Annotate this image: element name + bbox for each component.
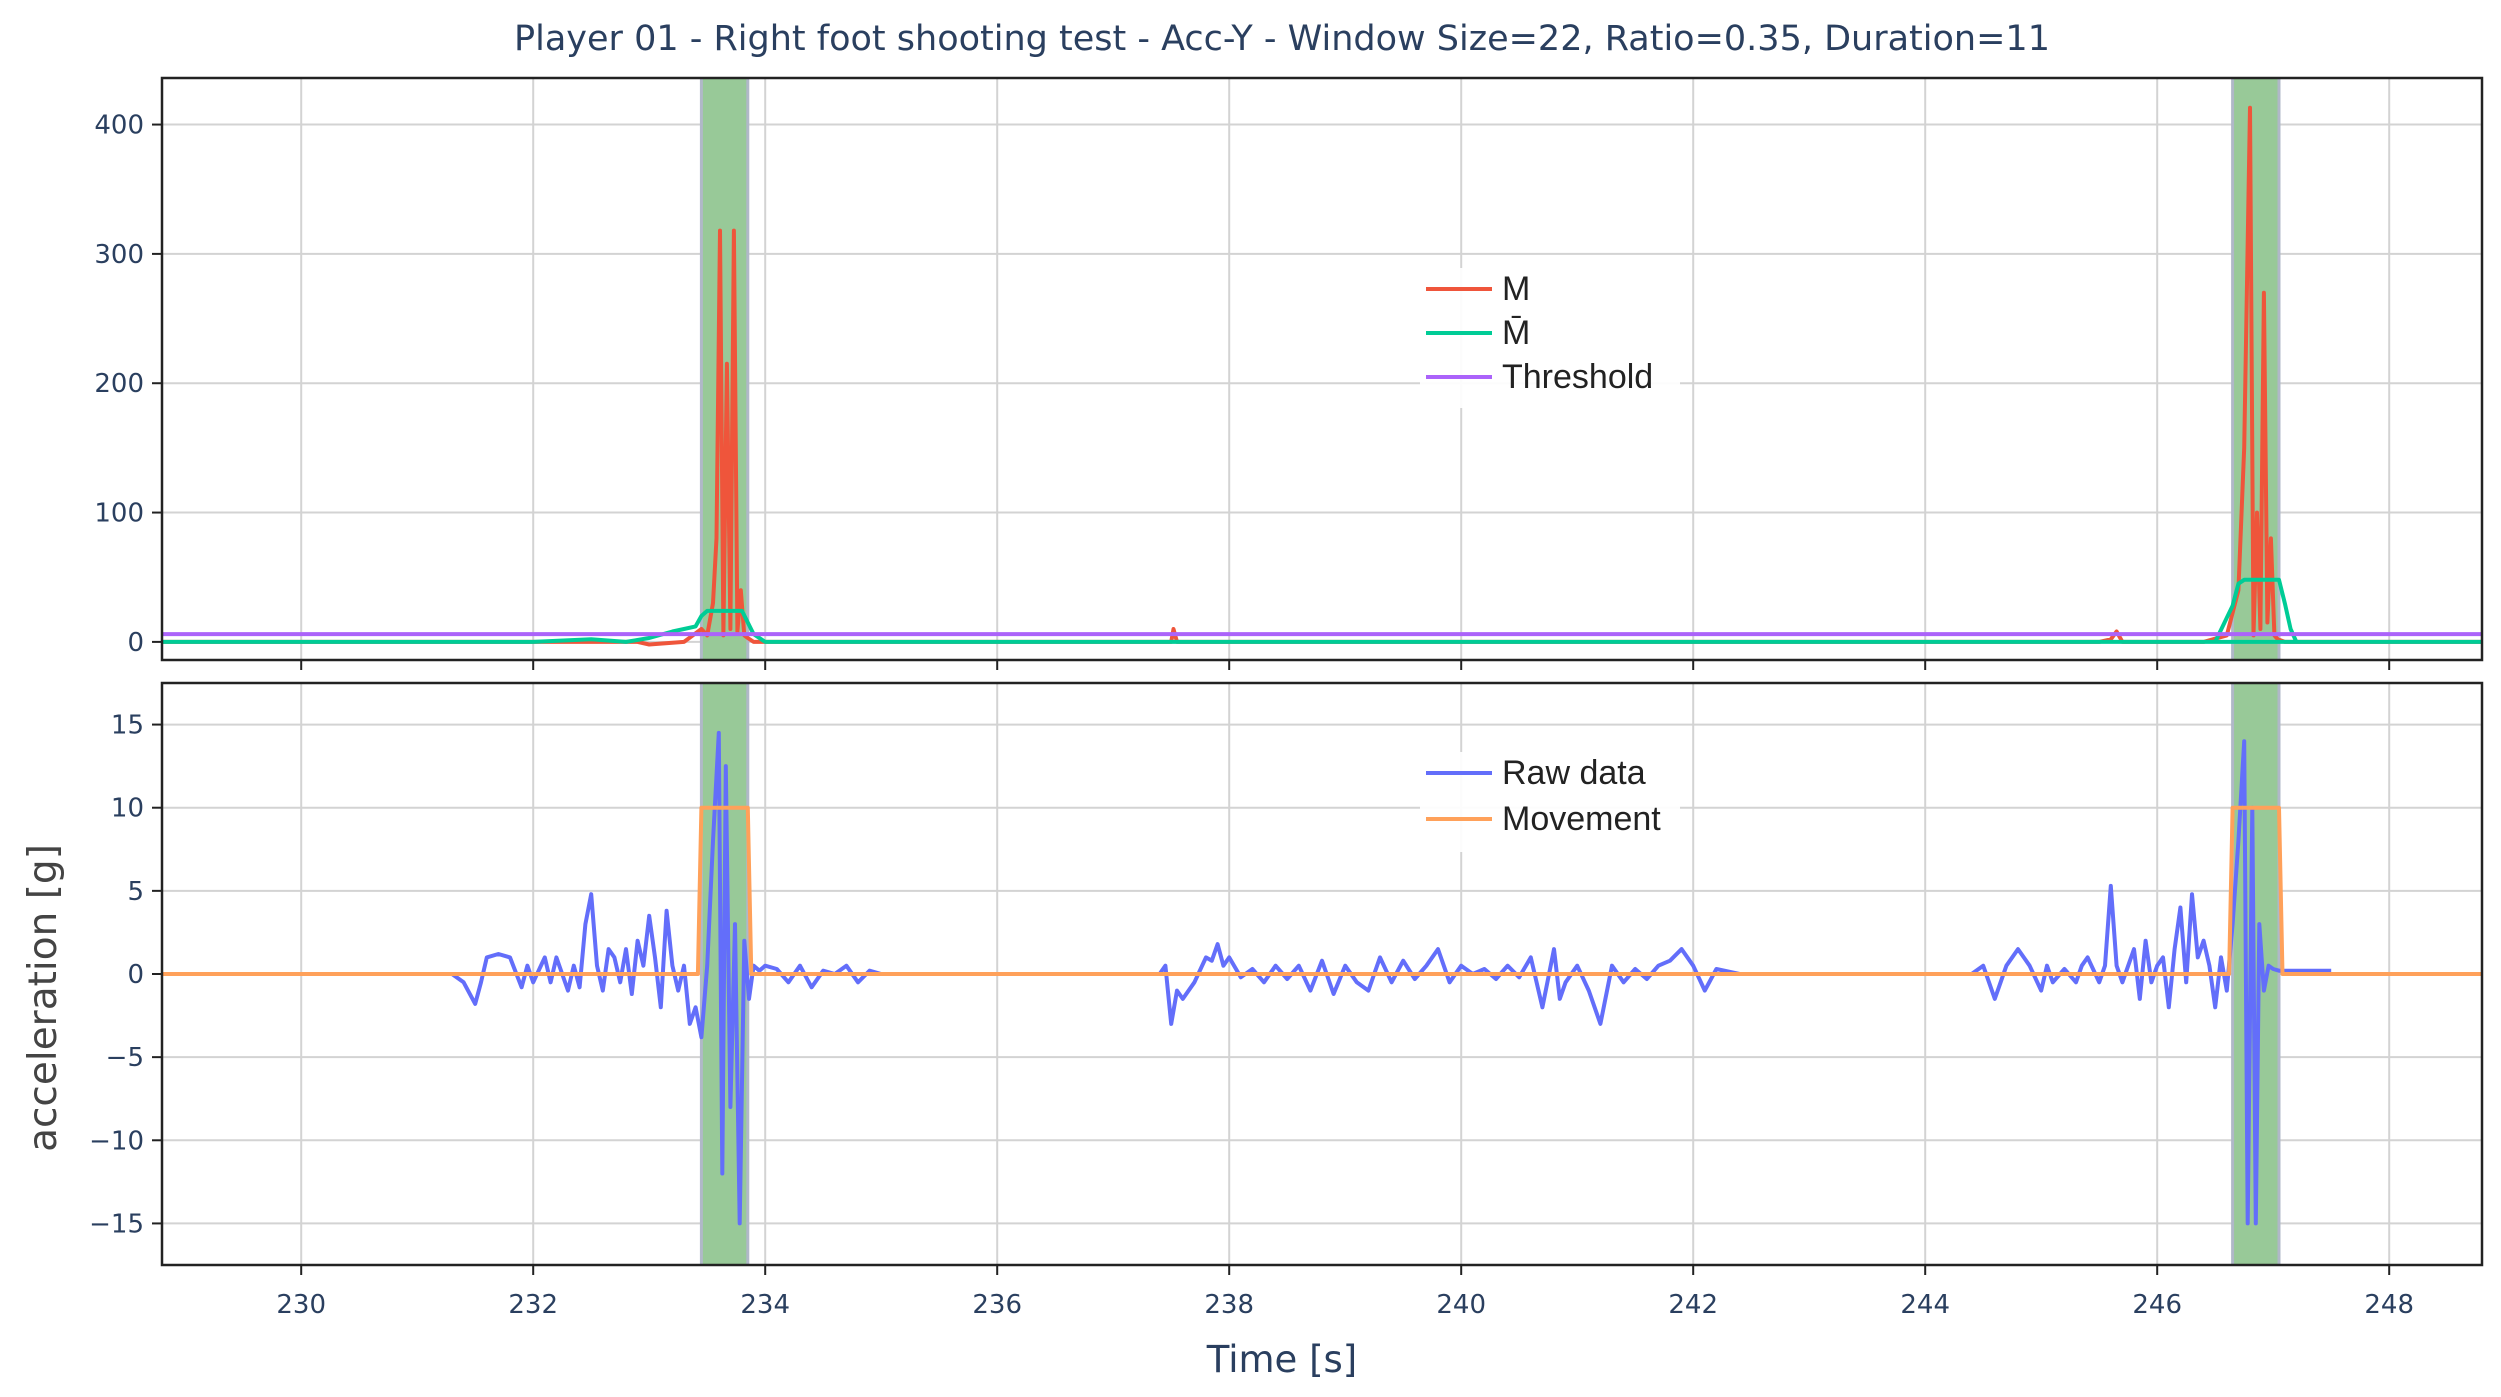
- top-legend-label: M: [1502, 270, 1530, 308]
- top-y-tick-label: 200: [94, 369, 144, 399]
- x-tick-label: 236: [972, 1290, 1022, 1320]
- bottom-subplot: −15 −10 −5 0 5 10 15 230 232 234 236 238 240 242 244 24…: [89, 681, 2484, 1320]
- bottom-y-tick-label: 10: [111, 794, 144, 824]
- bottom-y-tick-label: 15: [111, 711, 144, 741]
- x-tick-label: 244: [1900, 1290, 1950, 1320]
- top-legend: M M̄ Threshold: [1420, 268, 1680, 408]
- top-y-tick-label: 300: [94, 240, 144, 270]
- bottom-legend-label: Raw data: [1502, 754, 1646, 792]
- x-tick-label: 240: [1436, 1290, 1486, 1320]
- x-tick-label: 234: [740, 1290, 790, 1320]
- top-legend-background: [1420, 268, 1680, 408]
- chart-title: Player 01 - Right foot shooting test - A…: [514, 19, 2050, 59]
- y-axis-title: acceleration [g]: [21, 844, 66, 1152]
- top-subplot: 0 100 200 300 400 M M̄ Threshold: [94, 76, 2484, 670]
- bottom-y-tick-label: −10: [89, 1126, 144, 1156]
- x-tick-label: 238: [1204, 1290, 1254, 1320]
- top-y-tick-label: 400: [94, 111, 144, 141]
- top-series-m-line: [162, 105, 2482, 647]
- x-tick-label: 230: [276, 1290, 326, 1320]
- top-legend-label: Threshold: [1502, 358, 1653, 396]
- x-tick-label: 232: [508, 1290, 558, 1320]
- x-tick-label: 246: [2132, 1290, 2182, 1320]
- bottom-legend-label: Movement: [1502, 800, 1661, 838]
- top-y-tick-label: 0: [127, 628, 144, 658]
- top-legend-label: M̄: [1502, 314, 1530, 352]
- top-y-tick-label: 100: [94, 499, 144, 529]
- bottom-legend-background: [1420, 752, 1680, 852]
- bottom-series-movement-line: [162, 805, 2482, 976]
- top-plot-frame: [160, 76, 2484, 662]
- bottom-y-tick-label: 5: [127, 877, 144, 907]
- bottom-y-tick-label: −15: [89, 1209, 144, 1239]
- bottom-legend: Raw data Movement: [1420, 752, 1680, 852]
- x-axis-title: Time [s]: [1206, 1338, 1357, 1381]
- bottom-y-tick-label: −5: [106, 1043, 144, 1073]
- x-tick-label: 248: [2364, 1290, 2414, 1320]
- top-series-m--line: [162, 608, 2482, 644]
- bottom-y-tick-label: 0: [127, 960, 144, 990]
- top-series-m-second-window-line: [2213, 577, 2299, 643]
- bottom-series-raw-data-line: [162, 730, 2332, 1226]
- x-tick-label: 242: [1668, 1290, 1718, 1320]
